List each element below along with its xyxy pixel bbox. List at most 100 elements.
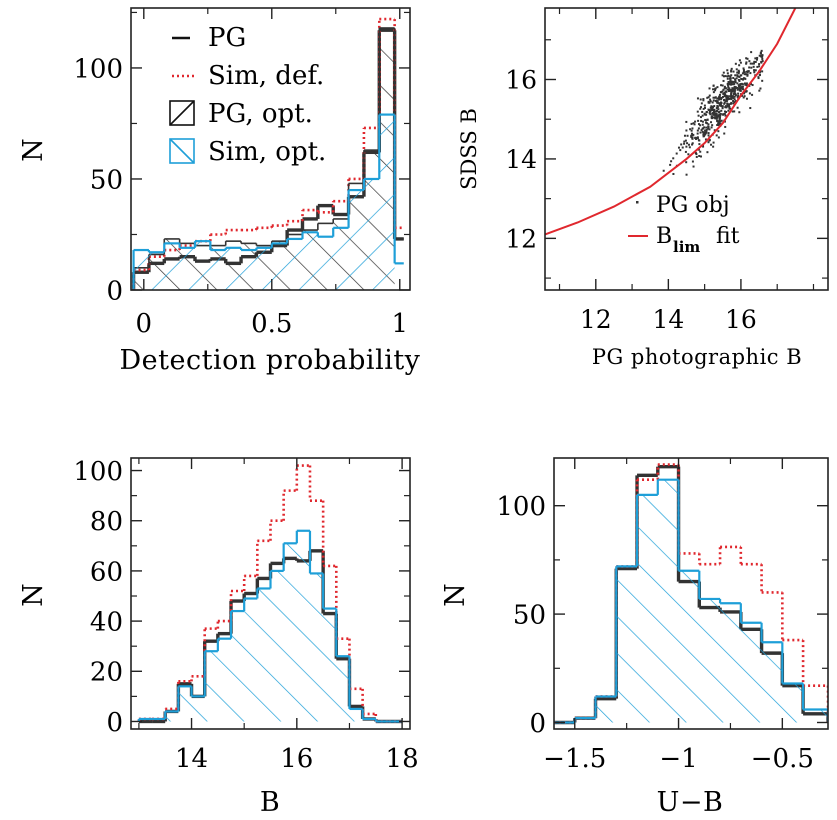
scatter-point xyxy=(723,87,726,90)
legend-swatch-hatch xyxy=(169,100,195,126)
scatter-point xyxy=(723,94,726,97)
scatter-point xyxy=(727,97,730,100)
scatter-point xyxy=(756,56,759,59)
scatter-point xyxy=(709,98,712,101)
hist-fill-opt_sim xyxy=(133,114,395,290)
y-tick-label: 100 xyxy=(496,492,546,522)
scatter-point xyxy=(749,62,752,65)
scatter-point xyxy=(741,94,744,97)
scatter-point xyxy=(701,120,704,123)
scatter-point xyxy=(754,69,757,72)
scatter-point xyxy=(724,95,727,98)
scatter-point xyxy=(704,133,707,136)
scatter-point xyxy=(710,143,713,146)
scatter-point xyxy=(754,60,757,63)
scatter-point xyxy=(713,112,716,115)
axes-2: 14 16 18 0 20 40 60 80 100 B N xyxy=(18,457,419,818)
scatter-point xyxy=(715,134,718,137)
scatter-point xyxy=(756,65,759,68)
scatter-point xyxy=(730,94,733,97)
scatter-point xyxy=(731,110,734,113)
scatter-point xyxy=(724,125,727,128)
scatter-point xyxy=(758,74,761,77)
scatter-point xyxy=(727,90,730,93)
legend: PG Sim, def. PG, opt. Sim, opt. xyxy=(169,23,326,167)
scatter-point xyxy=(718,103,721,106)
scatter-point xyxy=(738,79,741,82)
scatter-point xyxy=(724,100,727,103)
scatter-point xyxy=(761,57,764,60)
scatter-point xyxy=(692,122,695,125)
scatter-point xyxy=(717,122,720,125)
fit-curve xyxy=(545,8,797,236)
scatter-point xyxy=(738,59,741,62)
scatter-point xyxy=(714,87,717,90)
scatter-point xyxy=(749,107,752,110)
scatter-point xyxy=(694,152,697,155)
scatter-point xyxy=(706,118,709,121)
scatter-point xyxy=(729,81,732,84)
axes-0: 0 0.5 1 0 50 100 Detection probability N xyxy=(18,7,420,376)
scatter-point xyxy=(687,153,690,156)
scatter-point xyxy=(726,88,729,91)
scatter-point xyxy=(759,87,762,90)
scatter-point xyxy=(722,92,725,95)
scatter-point xyxy=(737,94,740,97)
x-tick-label: 18 xyxy=(386,744,419,774)
scatter-point xyxy=(712,84,715,87)
scatter-point xyxy=(727,105,730,108)
x-tick-label: 12 xyxy=(580,305,612,334)
scatter-point xyxy=(739,83,742,86)
scatter-point xyxy=(724,87,727,90)
scatter-point xyxy=(705,130,708,133)
scatter-point xyxy=(738,89,741,92)
x-tick-label: 16 xyxy=(725,305,757,334)
scatter-point xyxy=(758,54,761,57)
scatter-point xyxy=(759,51,762,54)
scatter-point xyxy=(702,133,705,136)
scatter-point xyxy=(736,86,739,89)
scatter-point xyxy=(716,97,719,100)
scatter-point xyxy=(751,93,754,96)
y-tick-label: 0 xyxy=(106,708,123,738)
scatter-point xyxy=(728,103,731,106)
scatter-point xyxy=(705,129,708,132)
scatter-point xyxy=(753,71,756,74)
scatter-point xyxy=(691,142,694,145)
scatter-point xyxy=(699,131,702,134)
scatter-point xyxy=(716,120,719,123)
scatter-point xyxy=(749,82,752,85)
scatter-point xyxy=(761,60,764,63)
y-tick-label: 50 xyxy=(90,165,123,195)
legend-label-subscript: lim xyxy=(673,238,700,256)
scatter-point xyxy=(705,111,708,114)
scatter-point xyxy=(758,63,761,66)
scatter-point xyxy=(732,83,735,86)
scatter-point xyxy=(720,101,723,104)
scatter-point xyxy=(734,79,737,82)
scatter-point xyxy=(749,72,752,75)
scatter-point xyxy=(737,78,740,81)
scatter-point xyxy=(704,113,707,116)
x-axis-label: PG photographic B xyxy=(592,345,802,369)
scatter-point xyxy=(742,69,745,72)
scatter-point xyxy=(743,73,746,76)
scatter-point xyxy=(685,173,688,176)
scatter-point xyxy=(684,139,687,142)
scatter-point xyxy=(699,124,702,127)
scatter-point xyxy=(745,61,748,64)
scatter-point xyxy=(707,132,710,135)
y-tick-label: 40 xyxy=(90,607,123,637)
scatter-point xyxy=(719,112,722,115)
scatter-point xyxy=(748,92,751,95)
scatter-point xyxy=(738,85,741,88)
scatter-point xyxy=(721,74,724,77)
scatter-point xyxy=(704,138,707,141)
scatter-point xyxy=(733,110,736,113)
scatter-point xyxy=(707,134,710,137)
scatter-point xyxy=(721,95,724,98)
scatter-point xyxy=(716,116,719,119)
scatter-point xyxy=(706,96,709,99)
scatter-point xyxy=(711,101,714,104)
scatter-point xyxy=(725,90,728,93)
